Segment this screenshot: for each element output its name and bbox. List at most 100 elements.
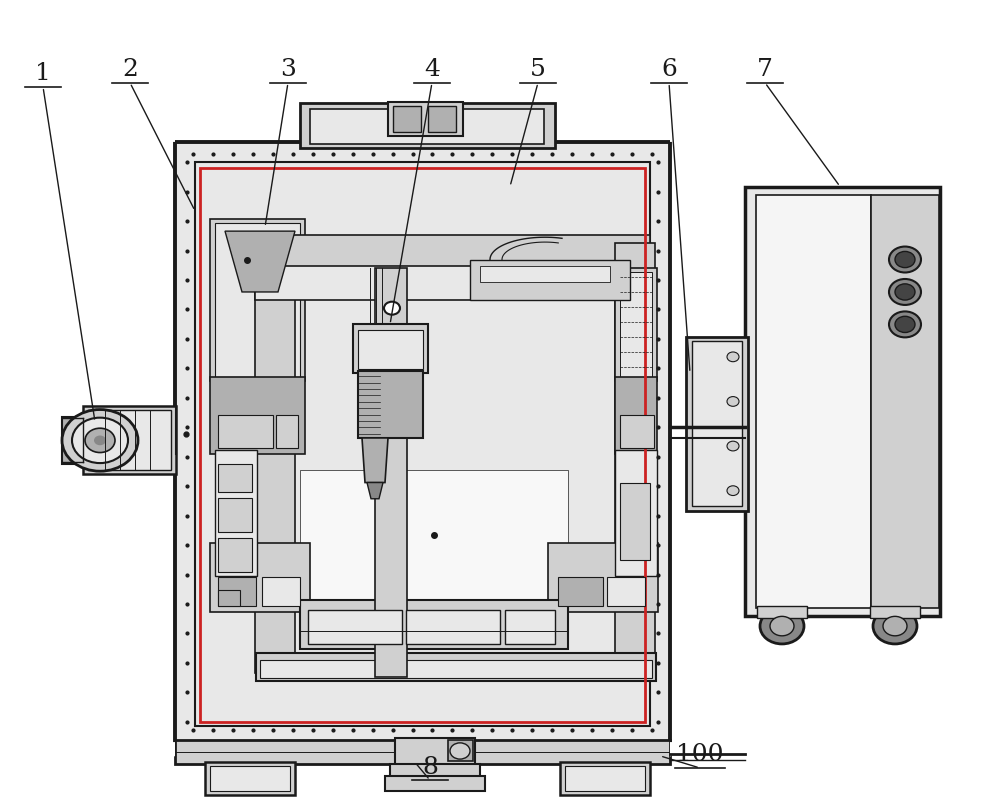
Bar (262, 577, 300, 606)
Circle shape (889, 311, 921, 337)
Bar (620, 272, 652, 377)
Bar (200, 168, 645, 722)
Circle shape (895, 316, 915, 333)
Text: 7: 7 (757, 58, 773, 81)
Bar (353, 324, 428, 373)
Bar (620, 483, 650, 560)
Bar (276, 415, 298, 448)
Circle shape (727, 486, 739, 496)
Circle shape (72, 418, 128, 463)
Polygon shape (157, 127, 175, 142)
Bar (62, 417, 85, 464)
Bar (175, 740, 670, 764)
Text: 5: 5 (530, 58, 546, 81)
Bar (428, 106, 456, 132)
Polygon shape (225, 231, 295, 292)
Circle shape (85, 428, 115, 453)
Circle shape (727, 397, 739, 406)
Bar (300, 103, 555, 148)
Bar (358, 330, 423, 369)
Bar (745, 187, 940, 616)
Bar (218, 590, 240, 606)
Bar (175, 142, 670, 742)
Text: 2: 2 (122, 58, 138, 81)
Bar (388, 102, 463, 136)
Bar (215, 450, 257, 576)
Polygon shape (367, 483, 383, 499)
Bar (83, 406, 176, 474)
Bar (308, 610, 402, 644)
Text: 8: 8 (422, 756, 438, 779)
Bar (560, 762, 650, 795)
Bar (218, 464, 252, 492)
Circle shape (384, 302, 400, 315)
Bar (195, 162, 650, 726)
Bar (565, 766, 645, 791)
Bar (300, 470, 568, 600)
Circle shape (883, 616, 907, 636)
Text: 6: 6 (661, 58, 677, 81)
Bar (375, 268, 407, 677)
Bar (215, 223, 300, 377)
Bar (615, 450, 657, 576)
Bar (358, 371, 423, 438)
Bar (385, 776, 485, 791)
Circle shape (760, 608, 804, 644)
Bar (558, 577, 603, 606)
Bar (480, 266, 610, 282)
Text: 3: 3 (280, 58, 296, 81)
Bar (210, 219, 305, 381)
Polygon shape (362, 438, 388, 483)
Bar (615, 377, 657, 454)
Text: 1: 1 (35, 62, 51, 85)
Bar (692, 341, 742, 506)
Circle shape (727, 352, 739, 362)
Bar (871, 195, 939, 608)
Bar (548, 543, 658, 612)
Bar (256, 653, 656, 681)
Circle shape (895, 251, 915, 268)
Bar (218, 538, 252, 572)
Bar (218, 577, 256, 606)
Circle shape (770, 616, 794, 636)
Circle shape (889, 279, 921, 305)
Polygon shape (670, 127, 688, 142)
Bar (756, 195, 871, 608)
Bar (300, 600, 568, 649)
Bar (870, 606, 920, 618)
Bar (210, 543, 310, 612)
Bar (505, 610, 555, 644)
Circle shape (727, 441, 739, 451)
Bar (255, 266, 650, 300)
Circle shape (94, 436, 106, 445)
Bar (615, 268, 657, 381)
Bar (406, 610, 500, 644)
Bar (88, 410, 171, 470)
Polygon shape (157, 742, 175, 757)
Bar (260, 660, 652, 678)
Bar (615, 243, 655, 673)
Bar (390, 764, 480, 779)
Circle shape (895, 284, 915, 300)
Bar (210, 377, 305, 454)
Text: 100: 100 (676, 744, 724, 766)
Bar (448, 740, 473, 761)
Bar (393, 106, 421, 132)
Bar (757, 606, 807, 618)
Bar (255, 243, 295, 673)
Circle shape (450, 743, 470, 759)
Bar (255, 235, 650, 268)
Bar (470, 260, 630, 300)
Bar (395, 738, 475, 766)
Circle shape (62, 410, 138, 471)
Bar (620, 415, 654, 448)
Bar (218, 498, 252, 532)
Bar (218, 415, 273, 448)
Circle shape (889, 247, 921, 272)
Bar (686, 337, 748, 511)
Polygon shape (670, 742, 688, 757)
Bar (310, 109, 544, 144)
Circle shape (873, 608, 917, 644)
Bar (205, 762, 295, 795)
Bar (607, 577, 645, 606)
